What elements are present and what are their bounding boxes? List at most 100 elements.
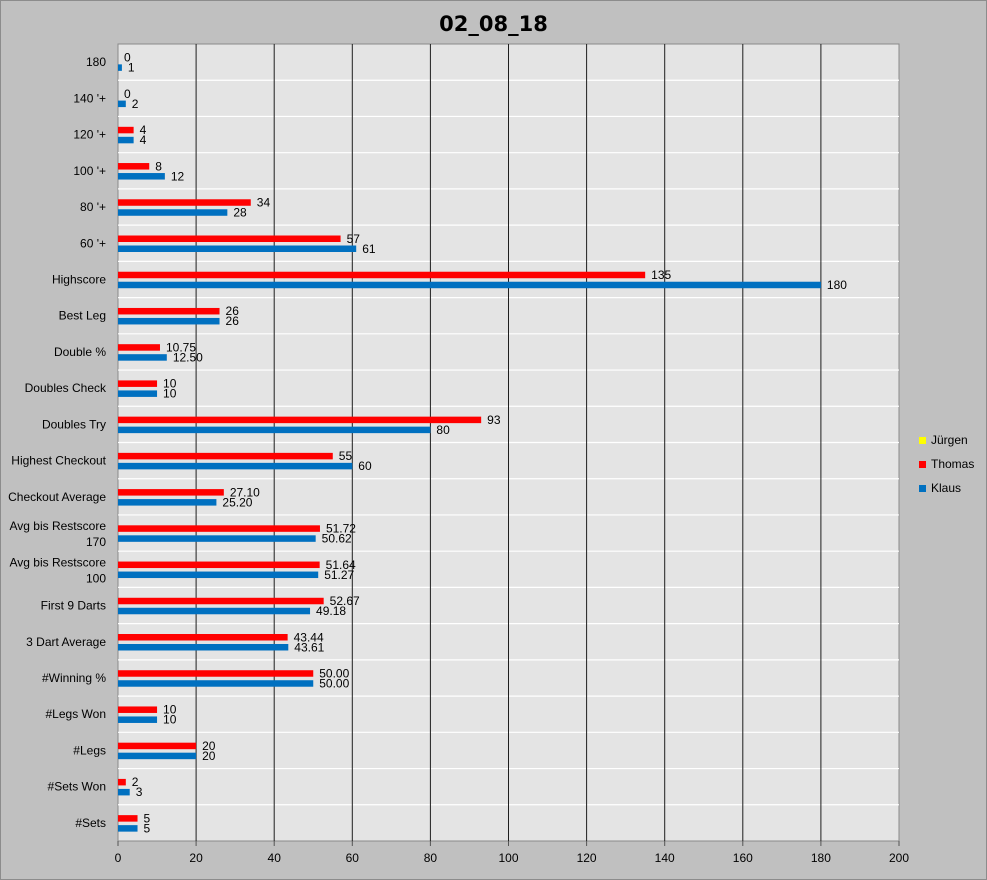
category-label: Best Leg <box>59 309 106 323</box>
category-label: Doubles Check <box>25 381 107 395</box>
bar-thomas <box>118 307 220 315</box>
legend-item-jurgen: Jürgen <box>919 428 974 452</box>
data-label-klaus: 28 <box>233 206 247 220</box>
x-tick-label: 140 <box>655 851 675 865</box>
data-label-klaus: 50.00 <box>319 676 349 690</box>
bar-klaus <box>118 390 158 397</box>
bar-klaus <box>118 136 134 144</box>
bar-klaus <box>118 173 165 180</box>
data-label-klaus: 1 <box>128 61 135 75</box>
data-label-klaus: 3 <box>136 785 143 799</box>
bar-thomas <box>118 380 158 387</box>
category-label: #Legs <box>73 743 106 757</box>
legend-item-thomas: Thomas <box>919 452 974 476</box>
data-label-klaus: 49.18 <box>316 604 346 618</box>
category-label: #Winning % <box>42 671 106 685</box>
legend: Jürgen Thomas Klaus <box>919 428 974 500</box>
data-label-klaus: 5 <box>144 821 151 835</box>
legend-swatch-jurgen <box>919 436 926 444</box>
data-label-thomas: 8 <box>155 159 162 173</box>
data-label-klaus: 26 <box>226 314 240 328</box>
x-tick-label: 100 <box>498 851 518 865</box>
category-label: 180 <box>86 55 106 69</box>
data-label-thomas: 34 <box>257 196 271 210</box>
bar-klaus <box>118 535 316 542</box>
bar-thomas <box>118 163 150 170</box>
bar-thomas <box>118 561 320 569</box>
data-label-klaus: 10 <box>163 387 177 401</box>
data-label-klaus: 12.50 <box>173 350 203 364</box>
data-label-thomas: 51.64 <box>326 558 356 572</box>
bar-thomas <box>118 634 288 641</box>
data-label-klaus: 61 <box>362 242 376 256</box>
bar-thomas <box>118 597 324 605</box>
data-label-thomas: 93 <box>487 413 501 427</box>
x-tick-label: 180 <box>811 851 831 865</box>
category-label: Checkout Average <box>8 490 106 504</box>
x-tick-label: 120 <box>577 851 597 865</box>
category-label: Double % <box>54 345 106 359</box>
data-label-thomas: 50.00 <box>319 666 349 680</box>
data-label-thomas: 0 <box>124 87 131 101</box>
bar-thomas <box>118 815 138 822</box>
data-label-thomas: 2 <box>132 775 139 789</box>
category-label: 60 '+ <box>80 236 106 250</box>
category-label: First 9 Darts <box>41 599 106 613</box>
data-label-klaus: 2 <box>132 97 139 111</box>
bar-thomas <box>118 199 251 206</box>
category-label: Doubles Try <box>42 417 106 431</box>
bar-klaus <box>118 462 353 470</box>
data-label-klaus: 12 <box>171 169 185 183</box>
bar-klaus <box>118 209 228 216</box>
bar-klaus <box>118 680 314 687</box>
category-label: 80 '+ <box>80 200 106 214</box>
bar-klaus <box>118 426 431 434</box>
bar-klaus <box>118 716 158 723</box>
bar-klaus <box>118 354 167 361</box>
bar-klaus <box>118 607 311 615</box>
data-label-thomas: 27.10 <box>230 485 260 499</box>
data-label-thomas: 26 <box>226 304 240 318</box>
bar-klaus <box>118 317 220 325</box>
chart-title: 02_08_18 <box>439 12 548 36</box>
bar-thomas <box>118 778 126 786</box>
category-label: 120 '+ <box>73 128 106 142</box>
data-label-thomas: 52.67 <box>330 594 360 608</box>
bar-thomas <box>118 525 320 532</box>
data-label-thomas: 0 <box>124 51 131 65</box>
bar-klaus <box>118 281 821 289</box>
data-label-klaus: 25.20 <box>222 495 252 509</box>
bar-thomas <box>118 452 333 460</box>
category-label: 100 '+ <box>73 164 106 178</box>
data-label-klaus: 43.61 <box>294 640 324 654</box>
bar-thomas <box>118 126 134 134</box>
data-label-thomas: 43.44 <box>294 630 324 644</box>
legend-label-jurgen: Jürgen <box>931 433 968 447</box>
category-label: 3 Dart Average <box>26 635 106 649</box>
bar-klaus <box>118 64 122 71</box>
bar-thomas <box>118 489 224 496</box>
bar-thomas <box>118 670 314 677</box>
x-tick-label: 160 <box>733 851 753 865</box>
data-label-thomas: 10 <box>163 703 177 717</box>
x-tick-label: 20 <box>189 851 203 865</box>
legend-swatch-klaus <box>919 484 926 492</box>
x-tick-label: 60 <box>346 851 360 865</box>
category-label: Highscore <box>52 272 106 286</box>
legend-item-klaus: Klaus <box>919 476 974 500</box>
bar-thomas <box>118 742 197 750</box>
data-label-thomas: 20 <box>202 739 216 753</box>
data-label-klaus: 20 <box>202 749 216 763</box>
category-label: #Sets Won <box>48 780 106 794</box>
data-label-thomas: 57 <box>347 232 361 246</box>
category-label: Highest Checkout <box>11 454 106 468</box>
data-label-klaus: 50.62 <box>322 532 352 546</box>
bar-klaus <box>118 825 138 832</box>
x-tick-label: 0 <box>115 851 122 865</box>
data-label-thomas: 51.72 <box>326 522 356 536</box>
data-label-klaus: 80 <box>436 423 450 437</box>
data-label-thomas: 10 <box>163 377 177 391</box>
x-tick-label: 80 <box>424 851 438 865</box>
bar-klaus <box>118 100 126 108</box>
legend-label-thomas: Thomas <box>931 457 975 471</box>
